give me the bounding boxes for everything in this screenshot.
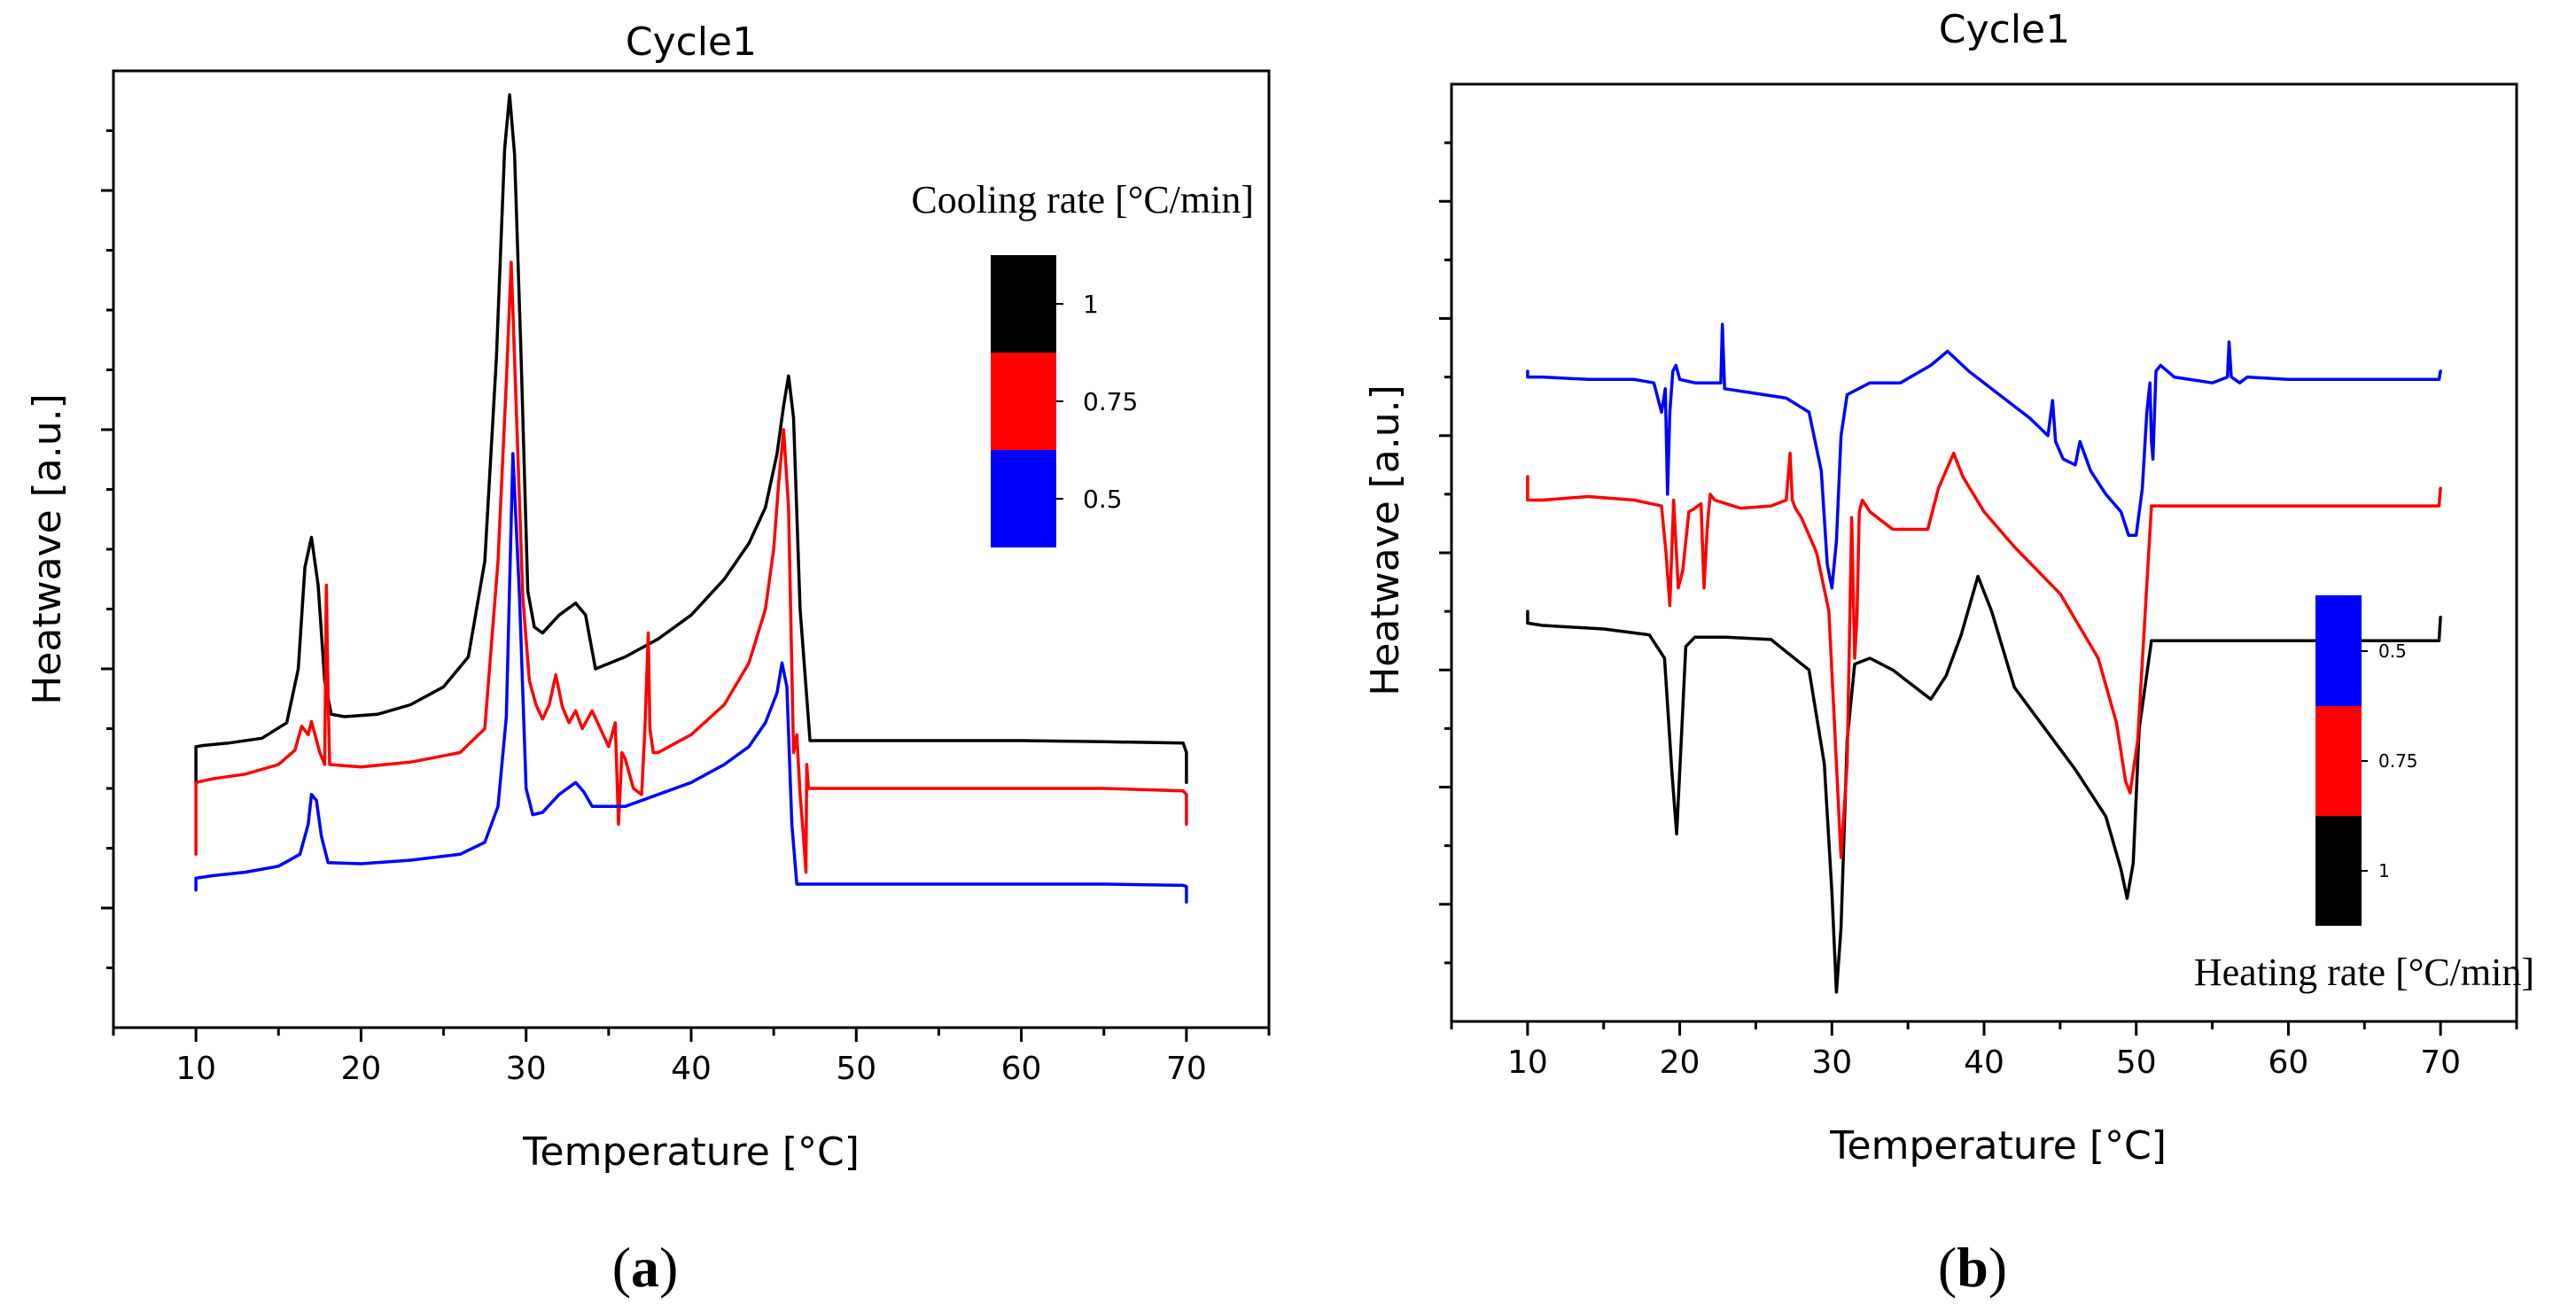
panel-b: Cycle1 10 20 30 40 50 60 70 Temperature [°C] H… [1363, 7, 2534, 1299]
chart-b-legend-label-1: 0.5 [2378, 640, 2407, 662]
chart-a-x-tick-label: 70 [1166, 1051, 1207, 1087]
chart-b-legend-label-3: 1 [2378, 860, 2390, 881]
chart-a-legend-label-1: 1 [1083, 290, 1099, 319]
chart-a-legend-swatch-2 [991, 353, 1056, 450]
chart-b-x-ticks [1450, 1021, 2518, 1036]
chart-b-x-tick-label: 10 [1507, 1044, 1548, 1081]
chart-b-y-label: Heatwave [a.u.] [1363, 384, 1408, 696]
chart-a-x-label: Temperature [°C] [522, 1130, 860, 1175]
chart-a-x-ticks [112, 1028, 1271, 1042]
chart-a-x-tick-label: 50 [836, 1051, 876, 1087]
chart-a-series-0_75-line [194, 260, 1188, 874]
chart-b-x-tick-label: 40 [1964, 1044, 2004, 1081]
chart-a-legend-swatch-1 [991, 255, 1056, 353]
chart-a-legend-title: Cooling rate [°C/min] [911, 178, 1254, 221]
chart-a-legend-label-2: 0.75 [1083, 387, 1138, 416]
chart-a-legend-label-3: 0.5 [1083, 485, 1123, 514]
chart-a-x-tick-label: 20 [341, 1051, 382, 1087]
chart-b-x-tick-label: 60 [2269, 1044, 2309, 1081]
chart-a-y-ticks [101, 129, 113, 969]
chart-b-x-label: Temperature [°C] [1829, 1123, 2167, 1168]
chart-a-legend-swatch-3 [991, 450, 1056, 547]
chart-b-y-ticks [1439, 141, 1451, 965]
chart-a-y-label: Heatwave [a.u.] [25, 393, 70, 705]
chart-a-title: Cycle1 [626, 19, 757, 65]
chart-a-x-tick-label: 60 [1001, 1051, 1042, 1087]
chart-b-series [1526, 322, 2442, 994]
panel-a-caption: (a) [612, 1236, 679, 1299]
chart-b-series-0_75-line [1526, 451, 2442, 859]
panel-b-caption: (b) [1938, 1236, 2007, 1299]
chart-b-title: Cycle1 [1939, 7, 2070, 52]
chart-b-series-0_5-line [1526, 322, 2442, 590]
chart-a-x-tick-label: 30 [506, 1051, 547, 1087]
chart-b-legend-swatch-2 [2315, 706, 2362, 816]
panel-a-caption-letter: a [631, 1236, 659, 1299]
chart-a-x-tick-labels: 10 20 30 40 50 60 70 [175, 1051, 1207, 1087]
chart-b-series-1-line [1526, 574, 2442, 994]
chart-b-x-tick-label: 20 [1660, 1044, 1700, 1081]
chart-a-x-tick-label: 40 [671, 1051, 712, 1087]
chart-b-x-tick-label: 70 [2420, 1044, 2461, 1081]
chart-b-x-tick-labels: 10 20 30 40 50 60 70 [1507, 1044, 2461, 1081]
panel-a: Cycle1 10 20 30 40 50 60 70 Temperature [°C] H… [25, 19, 1271, 1299]
chart-b-x-tick-label: 50 [2116, 1044, 2157, 1081]
chart-b-legend-swatch-1 [2315, 595, 2362, 706]
chart-a-legend: Cooling rate [°C/min] 1 0.75 0.5 [911, 178, 1254, 547]
chart-b-legend: 0.5 0.75 1 Heating rate [°C/min] [2194, 595, 2534, 994]
chart-a-series [194, 93, 1188, 904]
chart-b-legend-label-2: 0.75 [2378, 750, 2418, 772]
chart-a-series-1-line [194, 93, 1188, 785]
chart-a-x-tick-label: 10 [175, 1051, 216, 1087]
chart-b-legend-swatch-3 [2315, 816, 2362, 926]
chart-b-x-tick-label: 30 [1811, 1044, 1852, 1081]
chart-b-legend-title: Heating rate [°C/min] [2194, 951, 2534, 994]
chart-a-series-0_5-line [194, 452, 1188, 904]
panel-b-caption-letter: b [1957, 1236, 1988, 1299]
